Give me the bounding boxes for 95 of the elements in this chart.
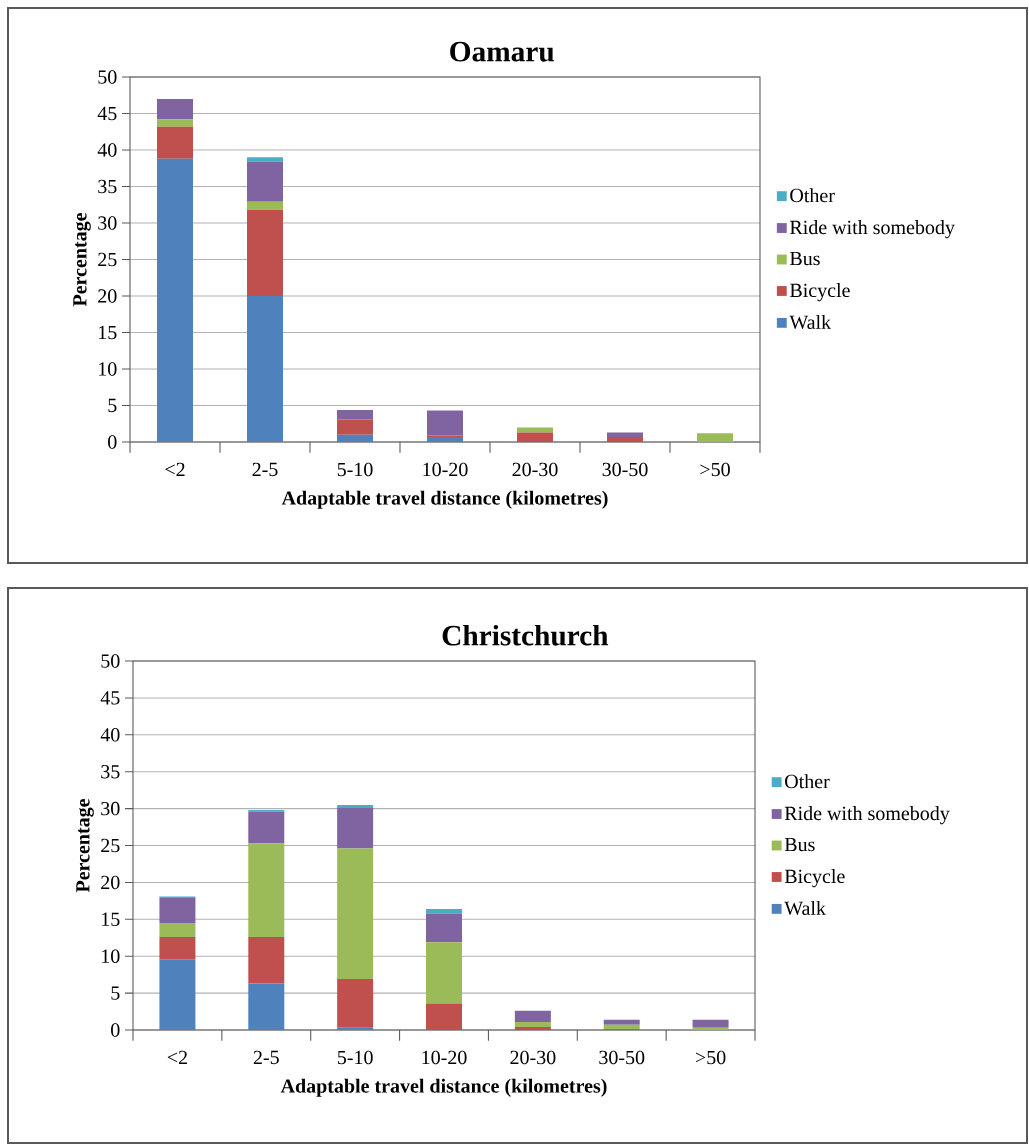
bar [159, 959, 196, 1031]
x-tick-label: 30-50 [599, 1050, 645, 1065]
y-tick-label: 50 [101, 654, 120, 668]
x-axis-title: Adaptable travel distance (kilometres) [281, 490, 608, 509]
bar [157, 119, 193, 127]
bar [157, 126, 193, 159]
bar [159, 897, 196, 923]
y-tick-label: 30 [98, 216, 117, 230]
bar [157, 158, 193, 443]
y-tick-label: 35 [98, 179, 117, 194]
y-axis-title: Percentage [76, 799, 94, 893]
bar [159, 923, 196, 938]
bar [248, 811, 285, 844]
legend-label: Bicycle [789, 283, 850, 302]
y-tick-label: 0 [111, 1023, 120, 1037]
bar [606, 432, 643, 437]
bar [337, 1027, 374, 1031]
y-tick-label: 40 [100, 728, 120, 742]
y-axis-title: Percentage [73, 213, 91, 307]
y-tick-label: 15 [102, 912, 120, 926]
bar [697, 433, 733, 443]
bar [692, 1027, 729, 1031]
x-tick-label: >50 [700, 462, 730, 477]
bar [337, 979, 374, 1028]
bar [247, 209, 283, 297]
x-tick-label: 2-5 [253, 1050, 279, 1065]
bar [248, 843, 285, 938]
bar [603, 1019, 640, 1025]
x-tick-label: 5-10 [337, 462, 373, 477]
bar [337, 804, 374, 808]
bar [337, 434, 373, 443]
x-tick-label: 20-30 [512, 462, 558, 477]
y-tick-label: 5 [108, 398, 117, 413]
bar [517, 432, 553, 443]
y-tick-label: 45 [97, 106, 117, 121]
legend-label: Walk [784, 900, 826, 916]
bar [337, 419, 373, 435]
x-axis-title: Adaptable travel distance (kilometres) [280, 1078, 607, 1097]
bar [517, 427, 553, 433]
y-tick-label: 40 [97, 143, 117, 157]
x-tick-label: >50 [695, 1050, 726, 1065]
y-tick-label: 10 [99, 362, 117, 376]
y-tick-label: 30 [101, 801, 120, 816]
legend-label: Other [785, 774, 830, 789]
bar [427, 410, 463, 436]
chart-title: Christchurch [442, 624, 609, 646]
bar [337, 807, 374, 849]
bar [247, 157, 283, 162]
y-tick-label: 45 [100, 691, 120, 705]
y-tick-label: 20 [101, 875, 120, 890]
bar [337, 848, 374, 980]
legend-label: Bus [784, 837, 815, 852]
bar [159, 937, 196, 960]
legend-label: Ride with somebody [789, 220, 955, 239]
bar [514, 1021, 551, 1028]
y-tick-label: 25 [101, 838, 120, 853]
y-tick-label: 25 [98, 252, 117, 267]
y-tick-label: 35 [101, 765, 120, 779]
y-tick-label: 50 [98, 70, 117, 84]
bar [426, 908, 462, 914]
bar [247, 296, 283, 443]
legend-label: Bus [789, 251, 820, 266]
x-tick-label: 2-5 [252, 462, 278, 477]
bar [514, 1010, 551, 1022]
bar [247, 161, 283, 202]
x-tick-label: 30-50 [602, 462, 648, 477]
bar [692, 1019, 729, 1028]
bar [426, 913, 462, 943]
y-tick-label: 0 [108, 435, 117, 449]
x-tick-label: 10-20 [422, 1050, 467, 1065]
bar [247, 201, 283, 210]
legend-label: Ride with somebody [784, 806, 950, 825]
bar [248, 983, 285, 1031]
legend-label: Bicycle [784, 869, 845, 888]
x-tick-label: <2 [165, 462, 185, 476]
y-tick-label: 20 [98, 289, 117, 303]
x-tick-label: 5-10 [337, 1050, 373, 1065]
y-tick-label: 10 [102, 949, 120, 963]
x-tick-label: <2 [167, 1050, 187, 1064]
bar [426, 942, 462, 1004]
chart-title: Oamaru [450, 41, 554, 62]
x-tick-label: 20-30 [510, 1050, 556, 1065]
bar [603, 1024, 640, 1030]
bar [427, 436, 463, 443]
bar [337, 409, 373, 420]
bar [606, 436, 643, 443]
bar [426, 1003, 462, 1031]
legend-label: Walk [789, 314, 832, 330]
y-tick-label: 5 [111, 986, 120, 1000]
bar [514, 1027, 551, 1031]
bar [157, 98, 193, 120]
x-tick-label: 10-20 [423, 462, 468, 477]
legend-label: Other [790, 188, 835, 203]
bar [248, 937, 285, 984]
y-tick-label: 15 [99, 325, 117, 340]
